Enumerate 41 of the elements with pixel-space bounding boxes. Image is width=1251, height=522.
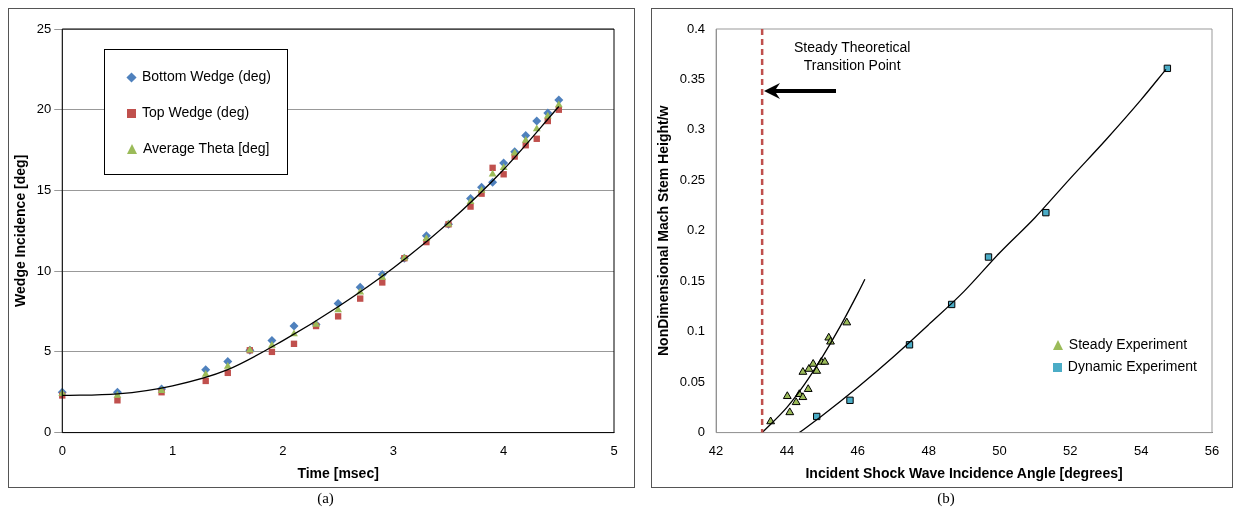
x-tick-label: 48 <box>921 442 936 458</box>
x-tick-label: 1 <box>168 442 177 458</box>
legend-label: Average Theta [deg] <box>143 140 270 156</box>
x-tick-label: 3 <box>389 442 397 458</box>
y-axis-title: NonDimensional Mach Stem Height/w <box>655 105 672 357</box>
x-tick-label: 54 <box>1133 442 1149 458</box>
y-tick-label: 0.15 <box>679 272 706 288</box>
y-tick-label: 0.2 <box>687 222 706 238</box>
y-tick-label: 10 <box>36 262 52 278</box>
y-tick-label: 0.35 <box>679 71 706 87</box>
y-tick-label: 0.05 <box>679 373 706 389</box>
ref-line-label: Steady Theoretical Transition Point <box>793 38 911 73</box>
y-axis-title: Wedge Incidence [deg] <box>12 154 29 307</box>
y-tick-label: 0.25 <box>679 171 706 187</box>
y-tick-label: 15 <box>36 182 52 198</box>
text: (b) <box>936 490 956 507</box>
legend-label: Bottom Wedge (deg) <box>142 68 271 84</box>
x-tick-label: 42 <box>708 442 724 458</box>
y-tick-label: 0 <box>697 424 706 440</box>
y-tick-label: 25 <box>36 20 52 36</box>
x-tick-label: 2 <box>279 442 287 458</box>
legend-label: Dynamic Experiment <box>1067 358 1197 374</box>
y-tick-label: 0 <box>44 424 52 440</box>
x-tick-label: 46 <box>850 442 866 458</box>
y-tick-label: 0.1 <box>687 323 706 339</box>
y-tick-label: 20 <box>36 101 52 117</box>
x-tick-label: 4 <box>500 442 508 458</box>
x-tick-label: 5 <box>610 442 618 458</box>
x-axis-title: Time [msec] <box>297 465 379 482</box>
y-tick-label: 0.3 <box>687 121 706 137</box>
x-tick-label: 50 <box>992 442 1007 458</box>
legend-label: Top Wedge (deg) <box>142 104 250 120</box>
x-tick-label: 52 <box>1063 442 1078 458</box>
x-axis-title: Incident Shock Wave Incidence Angle [degrees] <box>805 465 1123 482</box>
x-tick-label: 0 <box>58 442 66 458</box>
legend-label: Steady Experiment <box>1068 336 1188 352</box>
text: (a) <box>316 490 335 507</box>
y-tick-label: 0.4 <box>687 20 706 36</box>
x-tick-label: 56 <box>1204 442 1220 458</box>
y-tick-label: 5 <box>44 343 52 359</box>
x-tick-label: 44 <box>779 442 795 458</box>
